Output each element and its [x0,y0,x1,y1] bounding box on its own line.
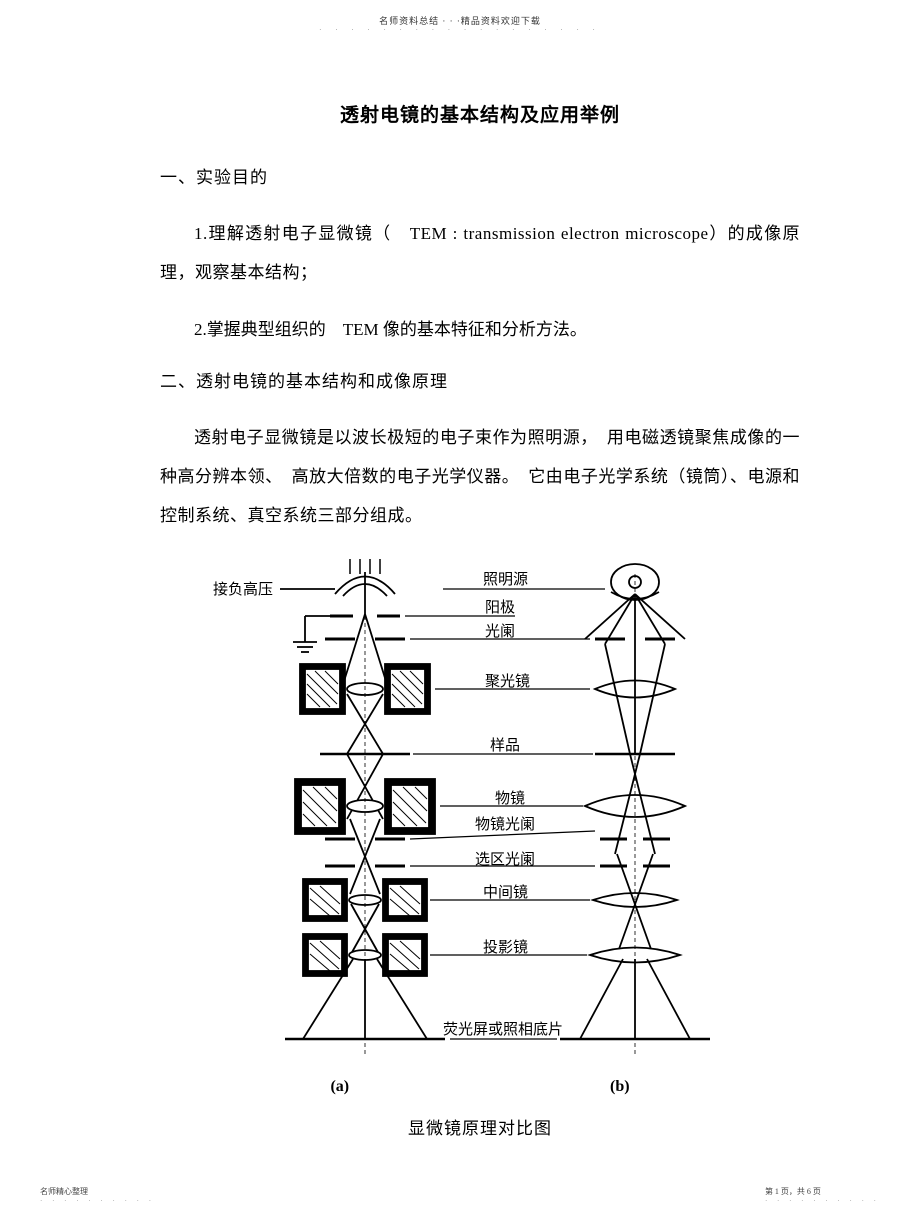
label-screen: 荧光屏或照相底片 [443,1021,563,1038]
page-title: 透射电镜的基本结构及应用举例 [160,100,800,127]
label-objaperture: 物镜光阑 [475,815,535,833]
section-2-para-1: 透射电子显微镜是以波长极短的电子束作为照明源， 用电磁透镜聚焦成像的一种高分辨本… [160,418,800,535]
section-1-heading: 一、实验目的 [160,163,800,188]
section-1-para-2: 2.掌握典型组织的 TEM 像的基本特征和分析方法。 [160,310,800,349]
label-intermediate: 中间镜 [483,883,528,901]
section-2-heading: 二、透射电镜的基本结构和成像原理 [160,367,800,392]
footer-right: 第 1 页，共 6 页 · · · · · · · · · · [765,1186,880,1205]
label-condenser: 聚光镜 [485,672,530,690]
label-objective: 物镜 [495,789,525,807]
label-source: 照明源 [483,571,528,588]
label-hv: 接负高压 [213,581,273,598]
sublabel-b: (b) [610,1078,630,1096]
label-aperture: 光阑 [485,623,515,640]
label-sample: 样品 [490,737,520,754]
sublabel-a: (a) [330,1078,349,1096]
footer-right-text: 第 1 页，共 6 页 [765,1186,880,1197]
footer-right-dots: · · · · · · · · · · [765,1197,880,1205]
label-anode: 阳极 [485,599,515,616]
footer-left-text: 名师精心整理 [40,1186,155,1197]
diagram-caption: 显微镜原理对比图 [160,1114,800,1139]
footer-left: 名师精心整理 · · · · · · · · · · [40,1186,155,1205]
label-projector: 投影镜 [483,938,528,956]
footer-left-dots: · · · · · · · · · · [40,1197,155,1205]
label-selarea: 选区光阑 [475,851,535,868]
section-1-para-1: 1.理解透射电子显微镜（ TEM : transmission electron… [160,214,800,292]
microscope-diagram: 接负高压 照明源 阳极 光阑 聚光镜 样品 物镜 物镜光阑 选区光阑 中间镜 投… [185,554,775,1074]
header-dots: · · · · · · · · · · · · · · · · · · [0,26,920,34]
diagram-container: 接负高压 照明源 阳极 光阑 聚光镜 样品 物镜 物镜光阑 选区光阑 中间镜 投… [160,554,800,1139]
diagram-sublabels: (a) (b) [200,1078,760,1096]
document-content: 透射电镜的基本结构及应用举例 一、实验目的 1.理解透射电子显微镜（ TEM :… [160,100,800,1139]
